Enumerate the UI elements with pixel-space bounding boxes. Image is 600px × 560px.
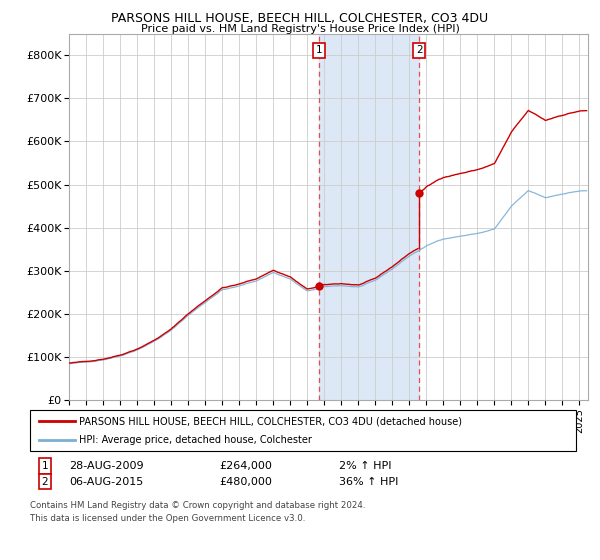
Text: HPI: Average price, detached house, Colchester: HPI: Average price, detached house, Colc… (79, 435, 312, 445)
Text: £264,000: £264,000 (219, 461, 272, 471)
Text: 2: 2 (41, 477, 49, 487)
Text: 1: 1 (316, 45, 322, 55)
Text: PARSONS HILL HOUSE, BEECH HILL, COLCHESTER, CO3 4DU (detached house): PARSONS HILL HOUSE, BEECH HILL, COLCHEST… (79, 417, 462, 426)
Text: £480,000: £480,000 (219, 477, 272, 487)
Text: 06-AUG-2015: 06-AUG-2015 (69, 477, 143, 487)
Text: 2: 2 (416, 45, 422, 55)
Text: Contains HM Land Registry data © Crown copyright and database right 2024.
This d: Contains HM Land Registry data © Crown c… (30, 501, 365, 522)
Text: 36% ↑ HPI: 36% ↑ HPI (339, 477, 398, 487)
Text: 2% ↑ HPI: 2% ↑ HPI (339, 461, 391, 471)
Text: 28-AUG-2009: 28-AUG-2009 (69, 461, 143, 471)
Text: 1: 1 (41, 461, 49, 471)
Bar (319, 34, 419, 400)
Text: PARSONS HILL HOUSE, BEECH HILL, COLCHESTER, CO3 4DU: PARSONS HILL HOUSE, BEECH HILL, COLCHEST… (112, 12, 488, 25)
Text: Price paid vs. HM Land Registry's House Price Index (HPI): Price paid vs. HM Land Registry's House … (140, 24, 460, 34)
